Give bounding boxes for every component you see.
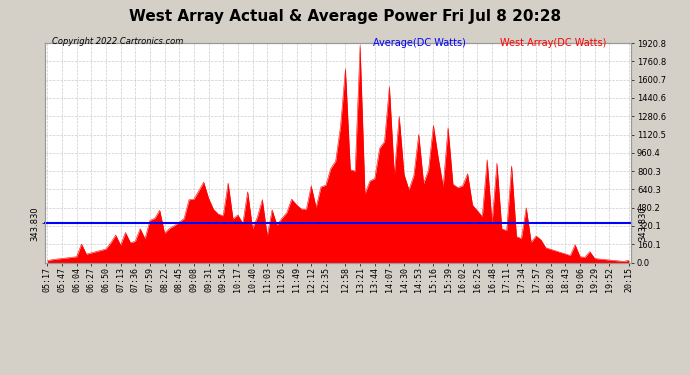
Text: Copyright 2022 Cartronics.com: Copyright 2022 Cartronics.com <box>52 38 183 46</box>
Text: Average(DC Watts): Average(DC Watts) <box>373 38 466 48</box>
Text: West Array Actual & Average Power Fri Jul 8 20:28: West Array Actual & Average Power Fri Ju… <box>129 9 561 24</box>
Text: West Array(DC Watts): West Array(DC Watts) <box>500 38 607 48</box>
Text: 343.830: 343.830 <box>638 206 647 240</box>
